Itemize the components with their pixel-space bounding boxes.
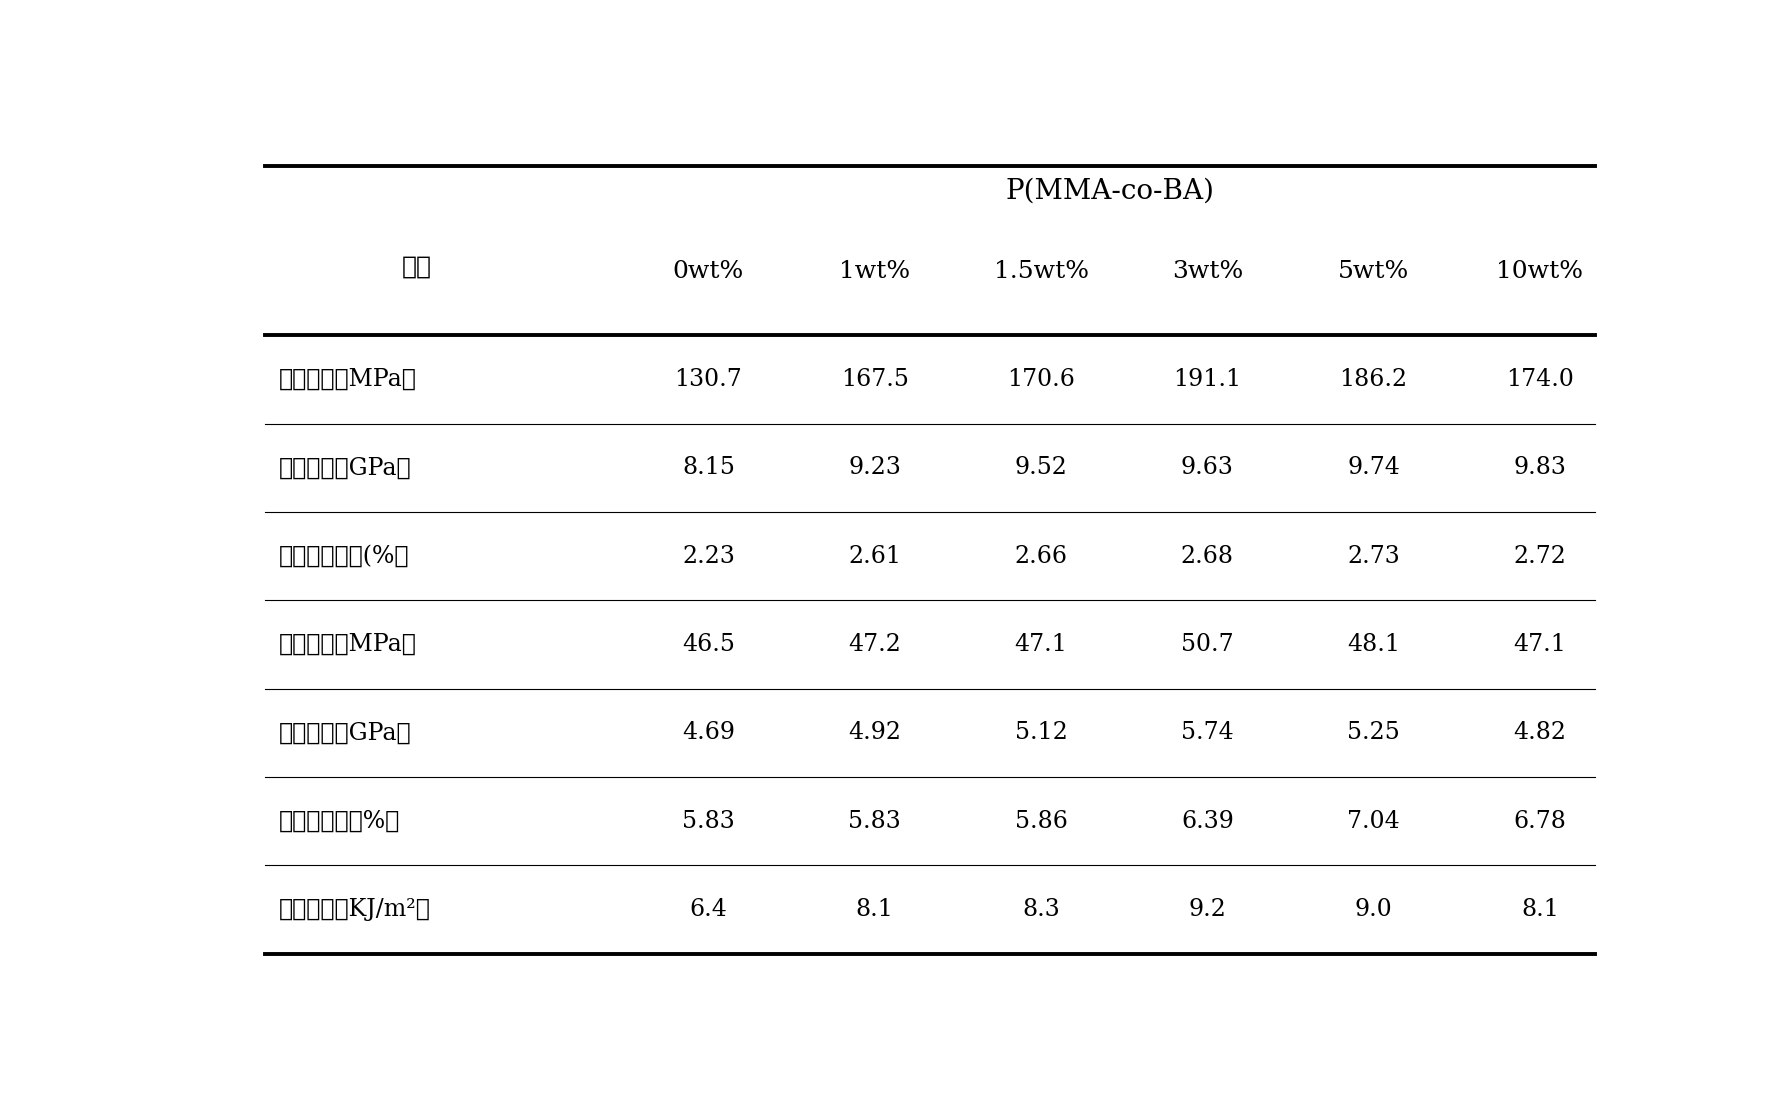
Text: 8.1: 8.1 <box>856 898 894 921</box>
Text: 弯曲模量（GPa）: 弯曲模量（GPa） <box>279 456 411 480</box>
Text: 48.1: 48.1 <box>1346 632 1400 656</box>
Text: 3wt%: 3wt% <box>1171 261 1243 284</box>
Text: 9.0: 9.0 <box>1355 898 1393 921</box>
Text: 9.63: 9.63 <box>1180 456 1234 480</box>
Text: 1wt%: 1wt% <box>839 261 910 284</box>
Text: 9.83: 9.83 <box>1513 456 1566 480</box>
Text: 冲击强度（KJ/m²）: 冲击强度（KJ/m²） <box>279 898 431 921</box>
Text: 4.69: 4.69 <box>681 722 735 745</box>
Text: 断裂弯曲应变(%）: 断裂弯曲应变(%） <box>279 544 409 568</box>
Text: 4.92: 4.92 <box>848 722 901 745</box>
Text: 186.2: 186.2 <box>1339 367 1407 390</box>
Text: 167.5: 167.5 <box>840 367 908 390</box>
Text: 2.66: 2.66 <box>1014 544 1067 568</box>
Text: 46.5: 46.5 <box>681 632 735 656</box>
Text: 9.52: 9.52 <box>1014 456 1067 480</box>
Text: 5.74: 5.74 <box>1180 722 1234 745</box>
Text: 5.83: 5.83 <box>848 810 901 833</box>
Text: 5.86: 5.86 <box>1014 810 1067 833</box>
Text: P(MMA-co-BA): P(MMA-co-BA) <box>1007 178 1214 205</box>
Text: 2.68: 2.68 <box>1180 544 1234 568</box>
Text: 47.2: 47.2 <box>848 632 901 656</box>
Text: 130.7: 130.7 <box>674 367 742 390</box>
Text: 6.39: 6.39 <box>1180 810 1234 833</box>
Text: 47.1: 47.1 <box>1513 632 1566 656</box>
Text: 6.78: 6.78 <box>1513 810 1566 833</box>
Text: 4.82: 4.82 <box>1513 722 1566 745</box>
Text: 性能: 性能 <box>401 256 431 279</box>
Text: 5wt%: 5wt% <box>1337 261 1409 284</box>
Text: 拉伸强度（MPa）: 拉伸强度（MPa） <box>279 632 417 656</box>
Text: 9.23: 9.23 <box>848 456 901 480</box>
Text: 9.2: 9.2 <box>1189 898 1227 921</box>
Text: 47.1: 47.1 <box>1014 632 1067 656</box>
Text: 9.74: 9.74 <box>1346 456 1400 480</box>
Text: 0wt%: 0wt% <box>672 261 744 284</box>
Text: 2.73: 2.73 <box>1346 544 1400 568</box>
Text: 断裂伸长率（%）: 断裂伸长率（%） <box>279 810 401 833</box>
Text: 弯曲强度（MPa）: 弯曲强度（MPa） <box>279 367 417 390</box>
Text: 8.3: 8.3 <box>1023 898 1060 921</box>
Text: 5.25: 5.25 <box>1346 722 1400 745</box>
Text: 6.4: 6.4 <box>690 898 728 921</box>
Text: 8.1: 8.1 <box>1522 898 1559 921</box>
Text: 7.04: 7.04 <box>1346 810 1400 833</box>
Text: 2.61: 2.61 <box>848 544 901 568</box>
Text: 杨氏模量（GPa）: 杨氏模量（GPa） <box>279 722 411 745</box>
Text: 50.7: 50.7 <box>1182 632 1234 656</box>
Text: 10wt%: 10wt% <box>1497 261 1584 284</box>
Text: 174.0: 174.0 <box>1505 367 1573 390</box>
Text: 5.83: 5.83 <box>681 810 735 833</box>
Text: 2.72: 2.72 <box>1513 544 1566 568</box>
Text: 1.5wt%: 1.5wt% <box>994 261 1089 284</box>
Text: 5.12: 5.12 <box>1014 722 1067 745</box>
Text: 8.15: 8.15 <box>681 456 735 480</box>
Text: 2.23: 2.23 <box>681 544 735 568</box>
Text: 191.1: 191.1 <box>1173 367 1241 390</box>
Text: 170.6: 170.6 <box>1007 367 1075 390</box>
